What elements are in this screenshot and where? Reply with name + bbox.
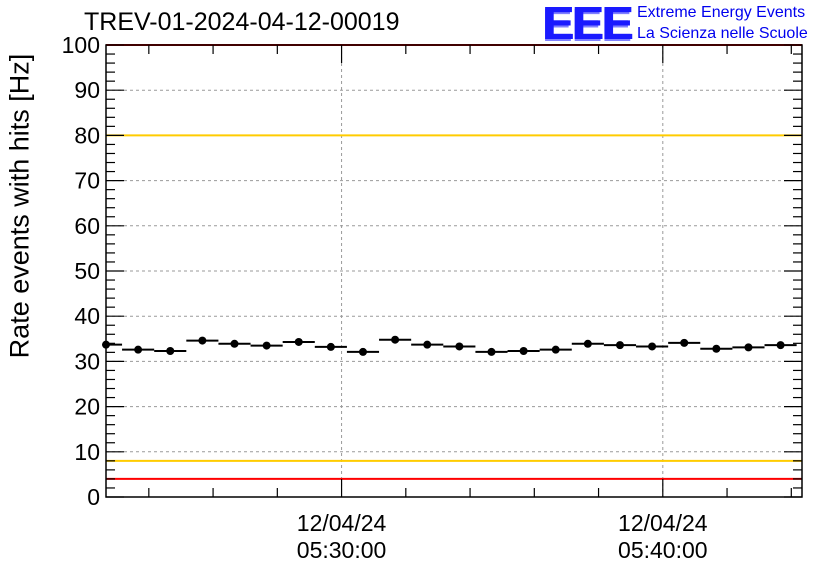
data-point [583, 339, 592, 348]
x-tick-time: 05:40:00 [618, 537, 708, 563]
axis-ticks [106, 44, 802, 498]
data-point [134, 345, 143, 354]
data-point [391, 335, 400, 344]
data-point [744, 343, 753, 352]
data-point [166, 347, 175, 356]
data-point [262, 341, 271, 350]
y-tick-label: 40 [74, 303, 100, 329]
data-point [230, 339, 239, 348]
y-tick-label: 0 [87, 484, 100, 510]
axis-labels: 010203040506070809010012/04/2405:30:0012… [62, 32, 708, 563]
data-point [198, 336, 207, 345]
data-points [102, 335, 797, 356]
data-point [712, 344, 721, 353]
data-point [615, 341, 624, 350]
grid [106, 45, 802, 497]
data-point [423, 340, 432, 349]
data-point [326, 342, 335, 351]
y-axis-label: Rate events with hits [Hz] [4, 53, 35, 359]
y-tick-label: 10 [74, 439, 100, 465]
data-point [551, 345, 560, 354]
y-tick-label: 20 [74, 394, 100, 420]
data-point [487, 347, 496, 356]
data-point [680, 338, 689, 347]
eee-logo-mark: EEE [542, 0, 632, 49]
x-tick-time: 05:30:00 [297, 537, 387, 563]
y-tick-label: 50 [74, 258, 100, 284]
x-tick-date: 12/04/24 [297, 510, 387, 536]
y-tick-label: 30 [74, 348, 100, 374]
y-tick-label: 70 [74, 168, 100, 194]
x-tick-date: 12/04/24 [618, 510, 708, 536]
y-tick-label: 60 [74, 213, 100, 239]
logo-line-1: Extreme Energy Events [637, 4, 806, 21]
data-point [358, 347, 367, 356]
reference-lines [106, 44, 802, 480]
data-point [648, 342, 657, 351]
data-point [776, 341, 785, 350]
y-tick-label: 100 [62, 32, 100, 58]
data-point [294, 337, 303, 346]
chart-title: TREV-01-2024-04-12-00019 [84, 8, 400, 36]
data-point [455, 342, 464, 351]
logo-line-2: La Scienza nelle Scuole [637, 25, 808, 42]
data-point [519, 347, 528, 356]
y-tick-label: 90 [74, 77, 100, 103]
y-tick-label: 80 [74, 122, 100, 148]
